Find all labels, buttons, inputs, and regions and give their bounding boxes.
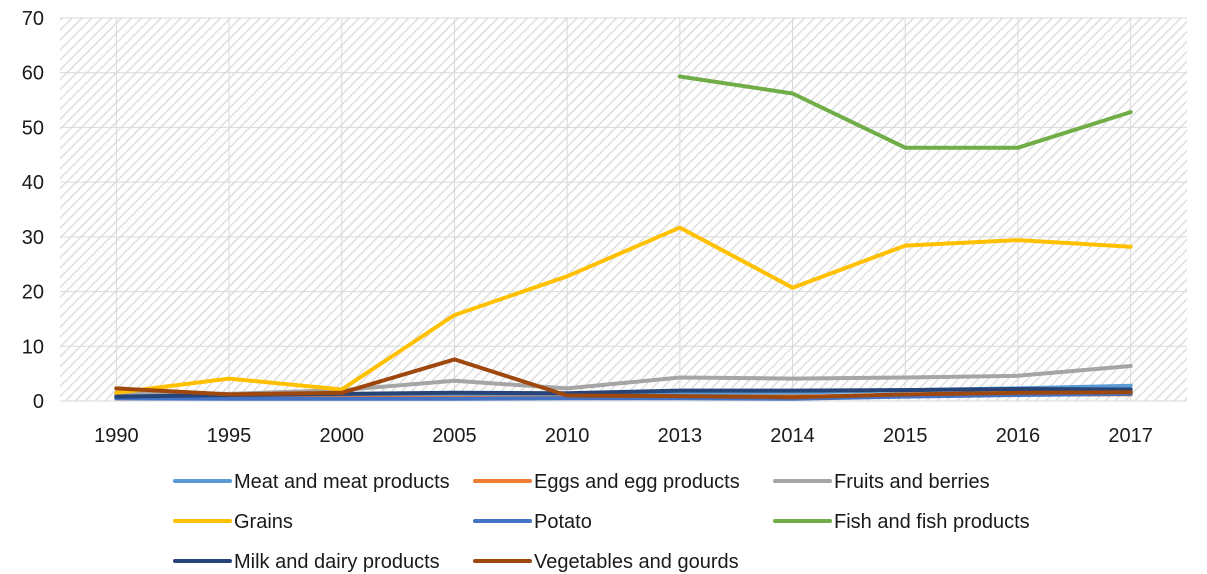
series-line-grains bbox=[114, 225, 1133, 395]
y-tick-label: 70 bbox=[22, 8, 44, 30]
x-tick-label: 2017 bbox=[1108, 425, 1153, 447]
x-tick-label: 2013 bbox=[658, 425, 703, 447]
x-tick-label: 2000 bbox=[320, 425, 365, 447]
legend-label: Eggs and egg products bbox=[534, 471, 740, 493]
legend-label: Potato bbox=[534, 511, 592, 533]
x-tick-label: 2014 bbox=[770, 425, 815, 447]
x-tick-label: 2005 bbox=[432, 425, 477, 447]
x-axis-ticks: 1990 1995 2000 2005 2010 2013 2014 2015 2016 2017 bbox=[94, 425, 1153, 447]
legend-label: Vegetables and gourds bbox=[534, 551, 739, 573]
y-tick-label: 0 bbox=[33, 391, 44, 413]
series-lines bbox=[114, 74, 1133, 401]
legend-item: Eggs and egg products bbox=[473, 471, 740, 493]
y-tick-label: 50 bbox=[22, 117, 44, 139]
legend-label: Milk and dairy products bbox=[234, 551, 440, 573]
gridlines bbox=[60, 17, 1187, 402]
x-tick-label: 1990 bbox=[94, 425, 139, 447]
legend-item: Fish and fish products bbox=[773, 511, 1030, 533]
legend-label: Fruits and berries bbox=[834, 471, 990, 493]
legend-item: Milk and dairy products bbox=[173, 551, 440, 573]
legend-label: Grains bbox=[234, 511, 293, 533]
legend: Meat and meat products Eggs and egg produ… bbox=[173, 471, 1030, 573]
legend-item: Meat and meat products bbox=[173, 471, 450, 493]
y-tick-label: 30 bbox=[22, 227, 44, 249]
plot-area bbox=[60, 18, 1187, 401]
series-line-potato bbox=[114, 391, 1133, 401]
y-tick-label: 60 bbox=[22, 63, 44, 85]
x-tick-label: 2016 bbox=[996, 425, 1041, 447]
legend-label: Meat and meat products bbox=[234, 471, 450, 493]
x-tick-label: 2010 bbox=[545, 425, 590, 447]
x-tick-label: 1995 bbox=[207, 425, 252, 447]
x-tick-label: 2015 bbox=[883, 425, 928, 447]
legend-item: Grains bbox=[173, 511, 293, 533]
legend-label: Fish and fish products bbox=[834, 511, 1030, 533]
legend-item: Fruits and berries bbox=[773, 471, 990, 493]
legend-item: Potato bbox=[473, 511, 592, 533]
y-axis-ticks: 0 10 20 30 40 50 60 70 bbox=[22, 8, 44, 413]
y-tick-label: 20 bbox=[22, 282, 44, 304]
y-tick-label: 40 bbox=[22, 172, 44, 194]
legend-item: Vegetables and gourds bbox=[473, 551, 739, 573]
series-line-vegetables-and-gourds bbox=[114, 357, 1133, 400]
y-tick-label: 10 bbox=[22, 336, 44, 358]
series-line-fish-and-fish-products bbox=[677, 74, 1133, 150]
